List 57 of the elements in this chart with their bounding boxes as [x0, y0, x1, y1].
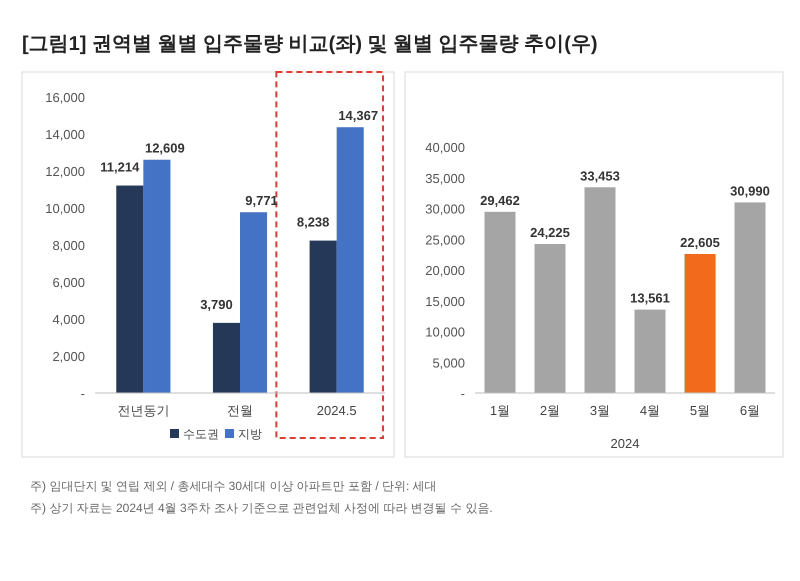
- y-tick-label: 16,000: [45, 90, 85, 105]
- bar: [336, 127, 364, 393]
- bar: [116, 186, 144, 393]
- x-tick-label: 1월: [490, 403, 510, 418]
- data-label: 12,609: [144, 140, 185, 156]
- y-tick-label: 15,000: [425, 294, 465, 309]
- y-tick-label: 40,000: [425, 140, 465, 155]
- y-tick-label: 14,000: [45, 127, 85, 142]
- y-tick-label: 35,000: [425, 170, 465, 186]
- data-label: 8,238: [296, 214, 330, 230]
- y-tick-label: 12,000: [45, 164, 85, 179]
- y-tick-label: 8,000: [52, 238, 85, 253]
- y-tick-label: -: [460, 386, 465, 401]
- y-tick-label: 30,000: [425, 202, 465, 216]
- data-label: 33,453: [580, 168, 620, 184]
- x-tick-label: 전월: [227, 403, 253, 418]
- y-tick-label: 5,000: [432, 355, 465, 370]
- x-tick-label: 6월: [740, 403, 760, 418]
- data-label: 11,214: [100, 160, 140, 175]
- bar: [484, 212, 516, 393]
- text: 주) 임대단지 및 연립 제외 / 총세대수 30세대 이상 아파트만 포함 / 단위: 세대: [30, 479, 437, 493]
- y-tick-label: 6,000: [52, 275, 85, 290]
- data-label: 29,462: [480, 192, 520, 208]
- y-tick-label: 4,000: [52, 312, 85, 327]
- x-tick-label: 전년동기: [117, 403, 170, 418]
- data-label: 9,771: [245, 193, 278, 208]
- x-tick-label: 4월: [640, 403, 660, 418]
- bar: [212, 322, 240, 393]
- legend-label: 수도권: [183, 427, 219, 441]
- x-tick-label: 2024.5: [316, 403, 357, 418]
- x-tick-label: 2월: [540, 403, 560, 418]
- data-label: 30,990: [730, 183, 770, 198]
- y-tick-label: 25,000: [425, 232, 465, 248]
- text: 주) 상기 자료는 2024년 4월 3주차 조사 기준으로 관련업체 사정에 따라 변경될 수 있음.: [30, 501, 493, 515]
- y-tick-label: 10,000: [45, 201, 85, 216]
- data-label: 13,561: [630, 290, 670, 306]
- data-label: 24,225: [530, 225, 570, 240]
- bar: [634, 310, 666, 393]
- bar: [310, 240, 337, 393]
- x-tick-label: 3월: [590, 403, 610, 418]
- legend-label: 지방: [238, 427, 262, 441]
- y-tick-label: 10,000: [425, 324, 465, 340]
- bar: [734, 202, 766, 393]
- bar: [143, 160, 170, 393]
- x-tick-label: 5월: [690, 403, 710, 418]
- bar: [240, 212, 268, 393]
- bar: [684, 254, 716, 393]
- data-label: 3,790: [200, 296, 233, 312]
- bar: [584, 187, 616, 393]
- y-tick-label: -: [80, 386, 85, 401]
- chart-title: [그림1] 권역별 월별 입주물량 비교(좌) 및 월별 입주물량 추이(우): [22, 33, 598, 55]
- y-tick-label: 2,000: [52, 349, 85, 364]
- data-label: 22,605: [680, 234, 720, 250]
- y-tick-label: 20,000: [425, 263, 465, 278]
- x-axis-title: 2024: [610, 436, 640, 451]
- bar: [534, 244, 566, 393]
- data-label: 14,367: [338, 108, 378, 124]
